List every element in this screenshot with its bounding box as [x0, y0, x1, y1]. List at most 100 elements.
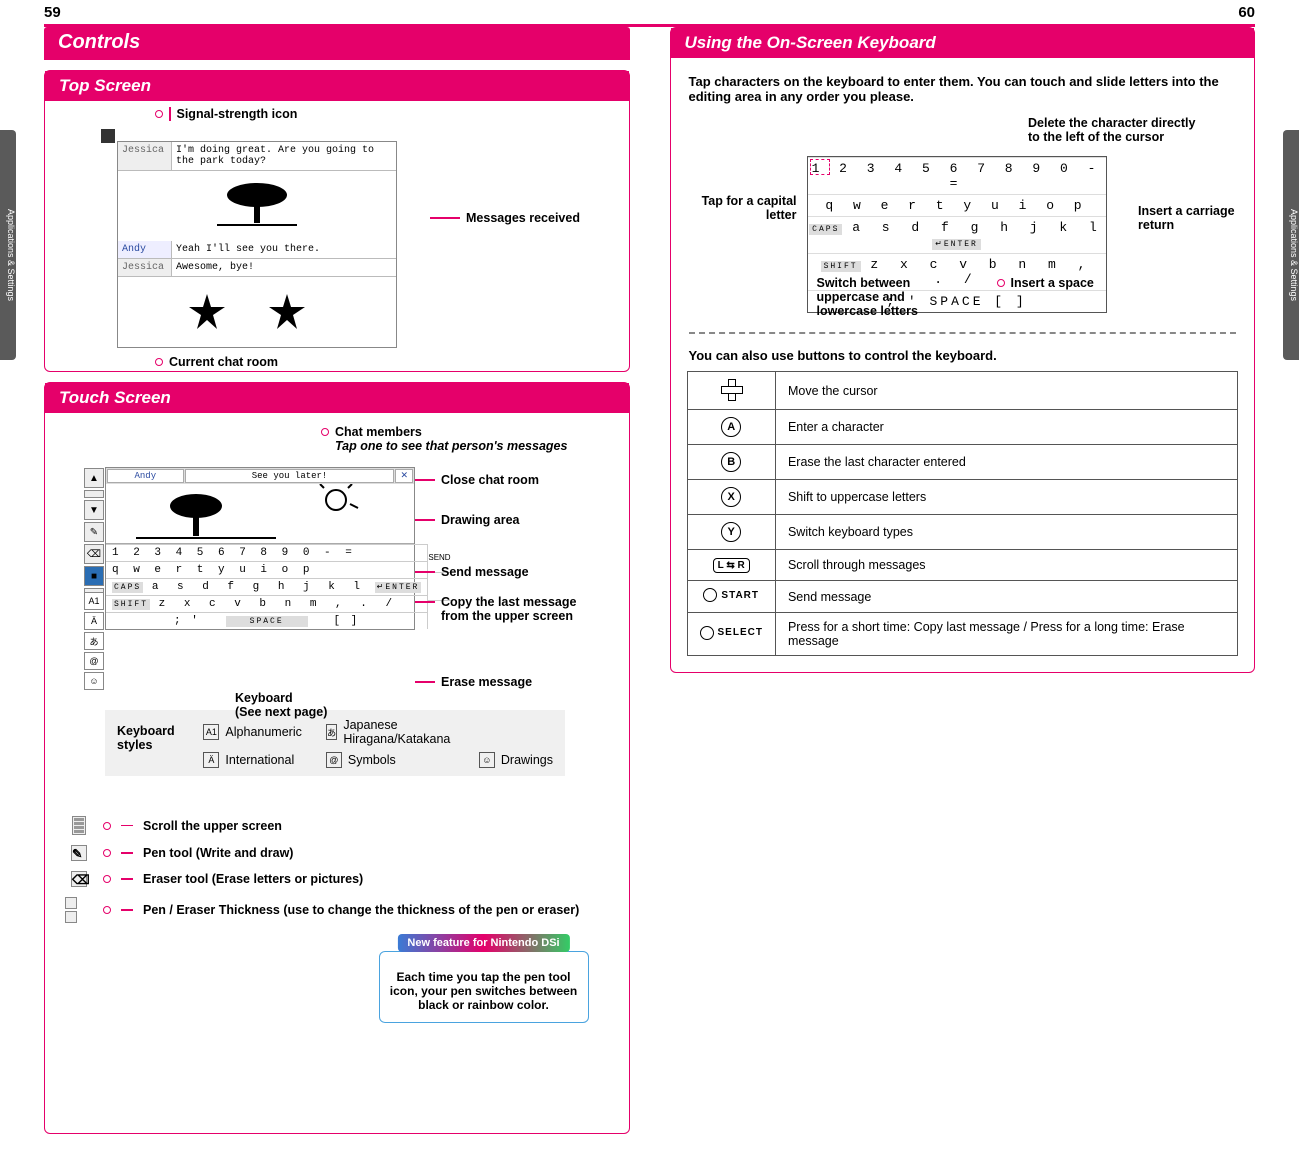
kb-mode-intl-icon[interactable]: Ä — [84, 612, 104, 630]
sym-icon: @ — [326, 752, 342, 768]
a-button-icon: A — [721, 417, 741, 437]
chat-text-3: Awesome, bye! — [172, 259, 396, 276]
signal-strength-label: Signal-strength icon — [177, 107, 298, 121]
big-row-2[interactable]: q w e r t y u i o p — [808, 194, 1106, 216]
intl-label: International — [225, 753, 294, 767]
select-desc: Press for a short time: Copy last messag… — [775, 613, 1237, 656]
messages-received-label: Messages received — [466, 211, 580, 225]
chat-drawing-2 — [118, 277, 396, 347]
table-row: X Shift to uppercase letters — [687, 480, 1238, 515]
current-chat-room-label: Current chat room — [169, 355, 278, 369]
page-number-right: 60 — [1238, 4, 1255, 21]
caps-callout: Tap for a capital letter — [687, 194, 797, 222]
kbd-row-3[interactable]: CAPS a s d f g h j k l ↵ENTER — [106, 578, 427, 595]
b-button-icon: B — [721, 452, 741, 472]
kbd-row-1[interactable]: 1 2 3 4 5 6 7 8 9 0 - = — [106, 544, 427, 561]
a-desc: Enter a character — [775, 410, 1237, 445]
chat-name-2: Andy — [118, 241, 172, 258]
pen-tool-icon[interactable]: ✎ — [84, 522, 104, 542]
space-callout: Insert a space — [1011, 276, 1094, 290]
table-row: Move the cursor — [687, 372, 1238, 410]
chat-members-sub: Tap one to see that person's messages — [335, 439, 613, 453]
scroll-track[interactable] — [84, 490, 104, 498]
buttons-intro: You can also use buttons to control the … — [689, 348, 1237, 363]
draw-icon: ☺ — [479, 752, 495, 768]
scroll-legend-icon — [72, 816, 86, 835]
alpha-icon: A1 — [203, 724, 219, 740]
osk-intro: Tap characters on the keyboard to enter … — [689, 74, 1237, 104]
scroll-up-icon[interactable]: ▲ — [84, 468, 104, 488]
chat-input[interactable]: See you later! — [185, 469, 395, 483]
drawing-area[interactable] — [106, 484, 414, 544]
keyboard-styles-box: Keyboard styles A1Alphanumeric あJapanese… — [105, 710, 565, 776]
keyboard-note-a: Keyboard — [235, 691, 327, 705]
chat-tab[interactable]: Andy — [107, 469, 184, 483]
x-button-icon: X — [721, 487, 741, 507]
chat-drawing-1 — [118, 171, 396, 241]
top-screen-mock: Jessica I'm doing great. Are you going t… — [117, 141, 397, 348]
jp-icon: あ — [326, 724, 337, 740]
thickness-legend-icon-2 — [65, 911, 77, 923]
table-row: START Send message — [687, 581, 1238, 613]
kb-mode-draw-icon[interactable]: ☺ — [84, 672, 104, 690]
kb-mode-jp-icon[interactable]: あ — [84, 632, 104, 650]
num1-highlight — [810, 159, 830, 175]
thickness-legend-label: Pen / Eraser Thickness (use to change th… — [143, 903, 579, 917]
chat-name-3: Jessica — [118, 259, 172, 276]
draw-label: Drawings — [501, 753, 553, 767]
page-number-left: 59 — [44, 4, 61, 21]
select-button-icon: SELECT — [700, 626, 763, 640]
b-desc: Erase the last character entered — [775, 445, 1237, 480]
x-desc: Shift to uppercase letters — [775, 480, 1237, 515]
kbd-row-2[interactable]: q w e r t y u i o p — [106, 561, 427, 578]
chat-text-1: I'm doing great. Are you going to the pa… — [172, 142, 396, 170]
y-desc: Switch keyboard types — [775, 515, 1237, 550]
touch-screen-title: Touch Screen — [45, 383, 629, 413]
kbd-row-4[interactable]: SHIFT z x c v b n m , . / — [106, 595, 427, 612]
table-row: B Erase the last character entered — [687, 445, 1238, 480]
signal-strength-icon — [101, 129, 115, 143]
sym-label: Symbols — [348, 753, 396, 767]
callout-dot — [155, 110, 163, 118]
table-row: A Enter a character — [687, 410, 1238, 445]
kb-mode-alpha-icon[interactable]: A1 — [84, 592, 104, 610]
new-feature-badge: New feature for Nintendo DSi — [397, 934, 569, 952]
erase-message-label: Erase message — [441, 675, 532, 689]
close-chat-icon[interactable]: ✕ — [395, 469, 413, 483]
alpha-label: Alphanumeric — [225, 725, 301, 739]
thickness-large-icon[interactable]: ■ — [84, 566, 104, 586]
eraser-tool-icon[interactable]: ⌫ — [84, 544, 104, 564]
right-page: Using the On-Screen Keyboard Tap charact… — [670, 27, 1256, 1134]
kbd-row-5[interactable]: ; ' SPACE [ ] — [106, 612, 427, 629]
new-feature-body: Each time you tap the pen tool icon, you… — [380, 952, 588, 1022]
eraser-legend-label: Eraser tool (Erase letters or pictures) — [143, 872, 363, 886]
dpad-desc: Move the cursor — [775, 372, 1237, 410]
table-row: SELECT Press for a short time: Copy last… — [687, 613, 1238, 656]
big-row-1[interactable]: 1 2 3 4 5 6 7 8 9 0 - = — [808, 157, 1106, 194]
left-page: Controls Top Screen Signal-strength icon… — [44, 27, 630, 1134]
new-feature-box: New feature for Nintendo DSi Each time y… — [379, 951, 589, 1023]
scroll-down-icon[interactable]: ▼ — [84, 500, 104, 520]
osk-title: Using the On-Screen Keyboard — [671, 28, 1255, 58]
controls-heading: Controls — [44, 27, 630, 60]
eraser-legend-icon: ⌫ — [71, 871, 87, 887]
kb-mode-sym-icon[interactable]: @ — [84, 652, 104, 670]
scroll-legend-label: Scroll the upper screen — [143, 819, 282, 833]
lr-desc: Scroll through messages — [775, 550, 1237, 581]
delete-callout: Delete the character directly to the lef… — [1028, 116, 1208, 144]
table-row: Y Switch keyboard types — [687, 515, 1238, 550]
chat-name-1: Jessica — [118, 142, 172, 170]
start-button-icon: START — [703, 588, 759, 602]
start-desc: Send message — [775, 581, 1237, 613]
keyboard-note-b: (See next page) — [235, 705, 327, 719]
copy-last-label: Copy the last message from the upper scr… — [441, 595, 601, 623]
chat-text-2: Yeah I'll see you there. — [172, 241, 396, 258]
top-screen-title: Top Screen — [45, 71, 629, 101]
pen-legend-label: Pen tool (Write and draw) — [143, 846, 293, 860]
enter-callout: Insert a carriage return — [1138, 204, 1238, 232]
pen-legend-icon: ✎ — [71, 845, 87, 861]
close-chat-label: Close chat room — [441, 473, 539, 487]
big-row-3[interactable]: CAPS a s d f g h j k l ↵ENTER — [808, 216, 1106, 253]
lr-button-icon: L ⇆ R — [713, 558, 750, 573]
shift-callout: Switch between uppercase and lowercase l… — [817, 276, 947, 318]
